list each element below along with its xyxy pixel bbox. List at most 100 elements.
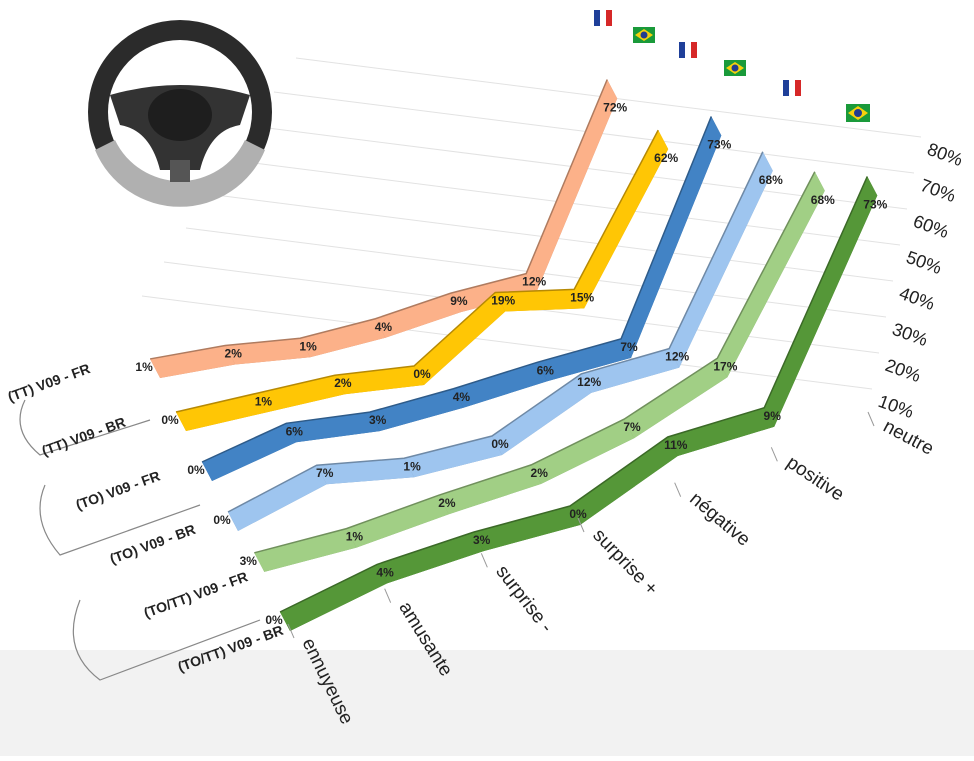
value-label: 73%: [863, 197, 887, 211]
series-line: [279, 176, 868, 613]
ribbon-face: [176, 393, 266, 431]
ribbon-face: [404, 436, 502, 478]
value-label: 62%: [654, 151, 678, 165]
value-label: 4%: [376, 565, 394, 579]
value-label: 1%: [255, 395, 273, 409]
legend-label: (TO/TT) V09 - FR: [142, 568, 250, 620]
ribbon-face: [300, 318, 386, 358]
steering-wheel: [88, 20, 272, 207]
ribbon-face: [228, 465, 327, 531]
value-label: 3%: [240, 554, 258, 568]
category-guide: [287, 623, 295, 639]
ribbon-face: [570, 436, 678, 525]
value-label: 1%: [135, 360, 153, 374]
value-label: 12%: [522, 275, 546, 289]
value-label: 0%: [491, 437, 509, 451]
category-guide: [770, 447, 778, 462]
legend-label: (TO) V09 - BR: [108, 521, 198, 567]
ribbon-face: [526, 79, 618, 293]
y-tick-label: 10%: [876, 391, 917, 422]
series-line: [201, 116, 712, 463]
value-label: 17%: [713, 359, 737, 373]
value-label: 2%: [438, 496, 456, 510]
legend-label: (TT) V09 - BR: [40, 414, 128, 459]
value-label: 7%: [620, 340, 638, 354]
value-label: 9%: [764, 409, 782, 423]
value-label: 0%: [569, 507, 587, 521]
series-line: [254, 171, 816, 554]
series-line: [175, 129, 659, 413]
legend-label: (TT) V09 - FR: [6, 360, 93, 405]
value-label: 73%: [707, 137, 731, 151]
value-label: 68%: [811, 193, 835, 207]
value-label: 12%: [577, 375, 601, 389]
ribbon-face: [624, 358, 728, 439]
x-tick-label: négative: [685, 488, 754, 550]
value-label: 6%: [286, 424, 304, 438]
ribbon-face: [254, 528, 357, 572]
category-guide: [867, 411, 875, 427]
value-label: 1%: [403, 459, 421, 473]
grid-line: [141, 295, 873, 390]
series-line: [227, 151, 764, 513]
value-label: 7%: [623, 420, 641, 434]
ribbon-face: [316, 458, 415, 485]
ribbon-face: [717, 171, 825, 378]
value-label: 7%: [316, 466, 334, 480]
value-label: 1%: [299, 339, 317, 353]
value-label: 1%: [346, 530, 364, 544]
ribbon-face: [473, 506, 580, 552]
ribbon-face: [531, 419, 635, 484]
ribbon-face: [492, 373, 592, 455]
ribbon-face: [280, 564, 388, 631]
ribbon-face: [225, 338, 311, 365]
ribbon-face: [669, 151, 773, 368]
value-label: 11%: [664, 438, 688, 452]
ribbon-face: [377, 532, 484, 584]
value-label: 0%: [265, 613, 283, 627]
legend-brackets: [19, 399, 261, 681]
y-tick-label: 40%: [897, 283, 938, 314]
x-tick-label: neutre: [880, 416, 937, 460]
ribbon-face: [450, 273, 537, 313]
value-label: 2%: [225, 347, 243, 361]
ribbon-face: [346, 495, 449, 548]
x-tick-label: surprise -: [491, 561, 556, 636]
x-tick-label: positive: [783, 452, 848, 505]
ribbon-face: [581, 348, 680, 393]
value-label: 3%: [369, 413, 387, 427]
value-label: 9%: [450, 294, 468, 308]
foreground-layer: 10% 20% 30% 40% 50% 60% 70% 80% 1% 2% 1% 4% 9% 12% 72%…: [6, 79, 966, 728]
y-tick-label: 30%: [890, 319, 931, 350]
value-label: 19%: [491, 293, 515, 307]
value-label: 0%: [413, 367, 431, 381]
value-label: 0%: [187, 463, 205, 477]
ribbon-face: [150, 345, 236, 378]
value-label: 2%: [531, 466, 549, 480]
ribbon-face: [369, 388, 464, 432]
y-tick-label: 80%: [925, 139, 966, 170]
category-guide: [480, 553, 488, 568]
ribbon-face: [202, 423, 297, 481]
ribbon-face: [621, 116, 722, 358]
ribbon-face: [286, 412, 380, 443]
ribbon-face: [438, 464, 542, 515]
value-label: 0%: [161, 413, 179, 427]
value-label: 12%: [665, 350, 689, 364]
value-label: 2%: [334, 376, 352, 390]
ribbon-face: [453, 362, 548, 408]
category-guide: [674, 482, 682, 497]
ribbon-face: [255, 375, 345, 413]
value-label: 6%: [537, 363, 555, 377]
x-tick-label: surprise +: [588, 525, 661, 600]
value-label: 3%: [473, 533, 491, 547]
category-guide: [577, 517, 585, 533]
category-guide: [384, 588, 392, 603]
y-tick-label: 20%: [883, 355, 924, 386]
value-label: 68%: [759, 173, 783, 187]
value-label: 0%: [213, 513, 231, 527]
ribbon-face: [764, 176, 878, 427]
ribbon-face: [414, 292, 506, 385]
y-tick-label: 70%: [918, 175, 959, 206]
